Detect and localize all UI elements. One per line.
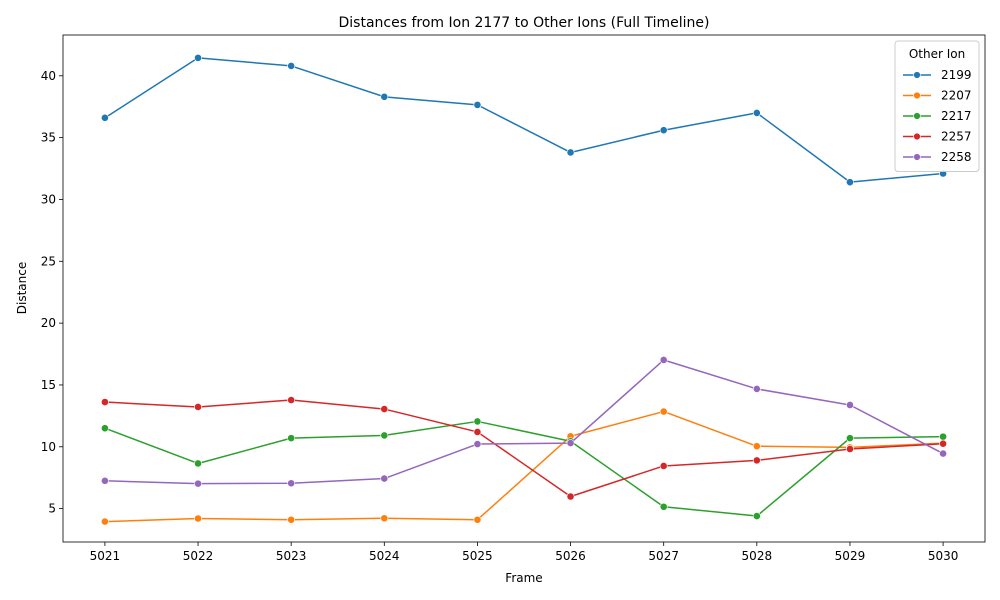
x-tick-label: 5024 — [369, 549, 400, 563]
legend-swatch-marker — [913, 71, 921, 79]
y-tick-label: 30 — [41, 192, 56, 206]
x-tick-label: 5021 — [90, 549, 121, 563]
legend-label: 2207 — [941, 89, 972, 103]
y-tick-label: 15 — [41, 378, 56, 392]
data-point — [566, 148, 575, 157]
legend-label: 2217 — [941, 109, 972, 123]
x-tick-label: 5022 — [183, 549, 214, 563]
legend-label: 2257 — [941, 130, 972, 144]
data-point — [752, 512, 761, 520]
data-point — [939, 432, 947, 441]
data-point — [194, 403, 202, 411]
x-tick-label: 5030 — [928, 549, 959, 563]
legend-item: 2199 — [903, 68, 972, 82]
series-line-2199 — [104, 57, 944, 183]
data-point — [101, 398, 109, 406]
x-tick-label: 5026 — [555, 549, 586, 563]
data-point — [659, 126, 668, 135]
legend: Other Ion 2199 2207 2217 2257 2258 — [894, 40, 980, 172]
legend-swatch-marker — [913, 153, 921, 161]
data-point — [194, 479, 202, 488]
data-point — [380, 92, 389, 101]
legend-item: 2207 — [903, 89, 972, 103]
data-point — [752, 456, 761, 465]
data-point — [194, 514, 202, 523]
series-line-2207 — [104, 410, 944, 523]
legend-item: 2217 — [903, 109, 972, 123]
data-point — [194, 459, 202, 468]
data-point — [380, 405, 389, 413]
series-2217 — [101, 417, 947, 520]
y-tick-label: 5 — [48, 502, 56, 516]
data-point — [659, 356, 668, 364]
y-tick-label: 40 — [41, 69, 56, 83]
legend-swatch-marker — [913, 112, 921, 120]
legend-swatch-marker — [913, 91, 921, 100]
data-point — [101, 517, 109, 526]
legend-label: 2258 — [941, 150, 972, 164]
x-tick-label: 5028 — [742, 549, 773, 563]
data-point — [287, 396, 296, 404]
x-tick-label: 5029 — [835, 549, 866, 563]
series-2258 — [101, 356, 947, 488]
y-tick-label: 25 — [41, 254, 56, 268]
y-tick-label: 20 — [41, 316, 56, 330]
chart-title: Distances from Ion 2177 to Other Ions (F… — [339, 15, 710, 31]
data-point — [101, 424, 109, 433]
data-point — [939, 449, 947, 458]
data-point — [101, 113, 109, 122]
data-point — [846, 434, 854, 443]
data-point — [194, 53, 202, 62]
y-axis-label: Distance — [15, 262, 29, 314]
series-line-2258 — [104, 359, 944, 485]
data-point — [659, 462, 668, 470]
data-point — [846, 445, 854, 453]
data-point — [380, 514, 389, 523]
y-tick-label: 35 — [41, 131, 56, 145]
data-point — [659, 407, 668, 416]
plot-area — [101, 53, 947, 526]
axes-frame — [62, 34, 986, 543]
legend-label: 2199 — [941, 68, 972, 82]
data-point — [566, 492, 575, 501]
data-point — [939, 439, 947, 448]
x-axis-label: Frame — [505, 571, 542, 585]
data-point — [473, 515, 482, 524]
data-point — [287, 434, 296, 443]
data-point — [566, 439, 575, 447]
y-tick-label: 10 — [41, 440, 56, 454]
x-axis: 5021 5022 5023 5024 5025 5026 5027 5028 5029 5030 — [90, 542, 959, 563]
series-2199 — [101, 53, 947, 187]
legend-swatch-marker — [913, 132, 921, 141]
series-2257 — [101, 396, 947, 501]
x-tick-label: 5025 — [462, 549, 493, 563]
y-axis: 5 10 15 20 25 30 35 40 — [41, 69, 63, 516]
data-point — [752, 109, 761, 117]
legend-item: 2257 — [903, 130, 972, 144]
data-point — [380, 474, 389, 483]
data-point — [287, 479, 296, 488]
data-point — [752, 442, 761, 451]
x-tick-label: 5023 — [276, 549, 307, 563]
series-line-2257 — [104, 399, 944, 498]
data-point — [752, 385, 761, 393]
data-point — [846, 178, 854, 187]
data-point — [380, 431, 389, 440]
data-point — [287, 62, 296, 70]
x-tick-label: 5027 — [648, 549, 679, 563]
legend-title: Other Ion — [909, 47, 965, 61]
data-point — [846, 401, 854, 409]
data-point — [473, 428, 482, 436]
data-point — [473, 100, 482, 109]
legend-item: 2258 — [903, 150, 972, 164]
data-point — [473, 440, 482, 448]
data-point — [473, 417, 482, 426]
data-point — [287, 515, 296, 524]
series-line-2217 — [104, 420, 944, 517]
data-point — [101, 476, 109, 485]
data-point — [659, 502, 668, 511]
